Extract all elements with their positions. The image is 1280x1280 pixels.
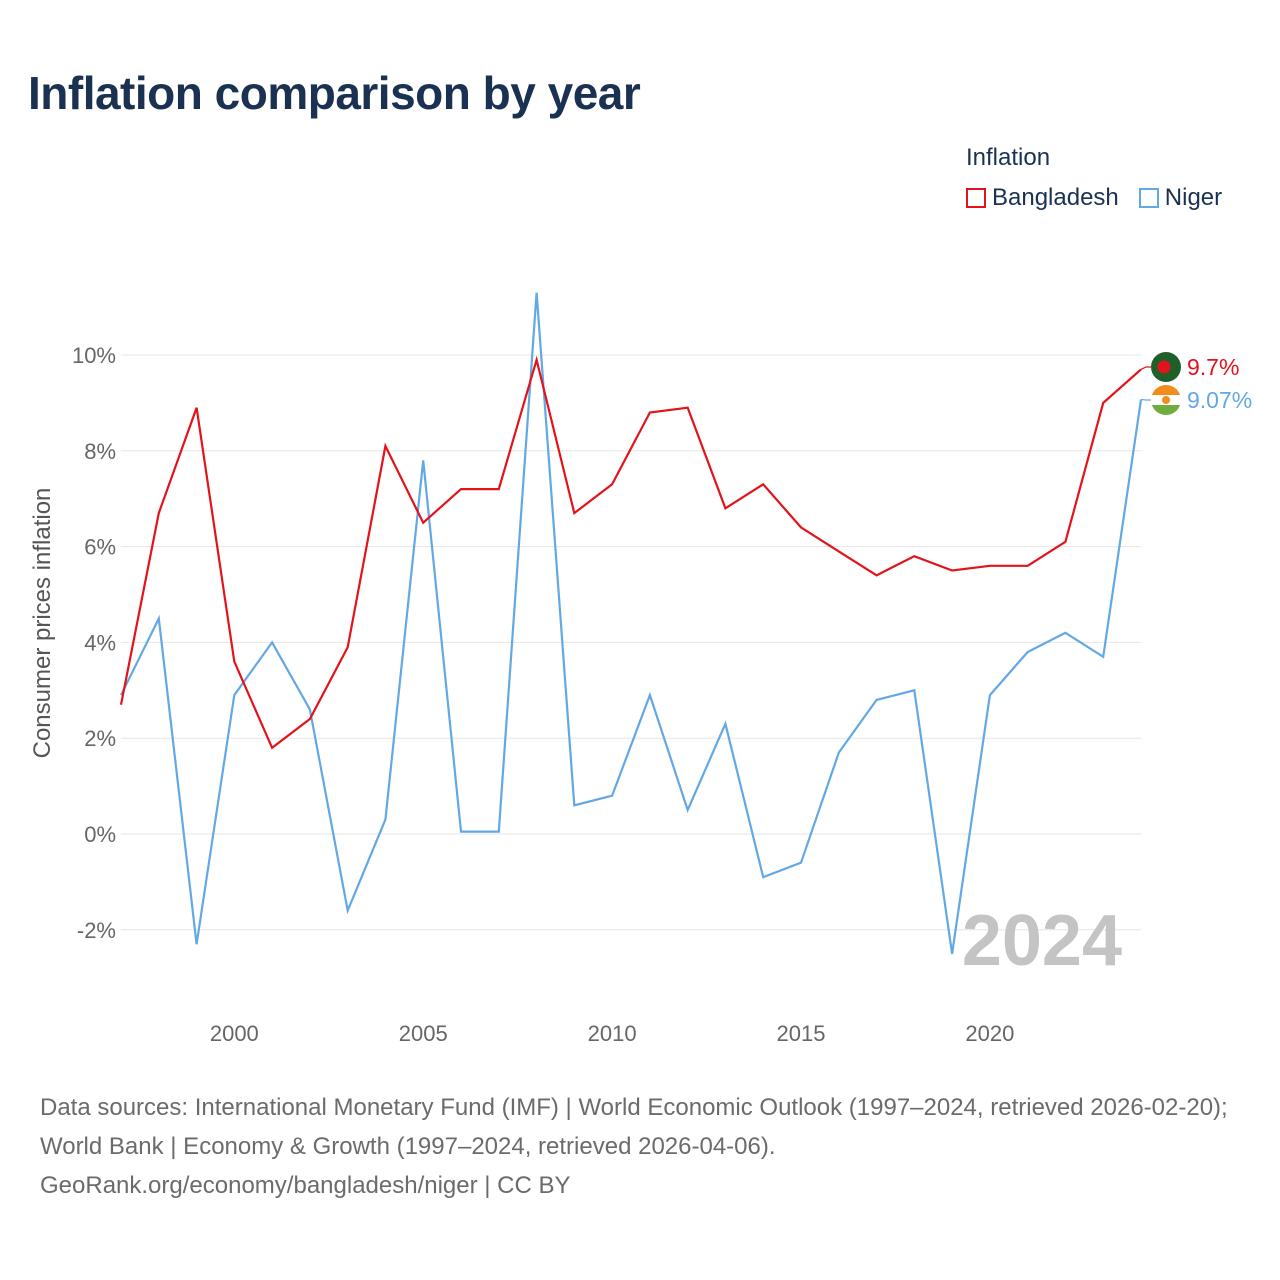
- legend-title: Inflation: [966, 144, 1051, 171]
- x-tick-label: 2005: [399, 1021, 448, 1046]
- legend: Inflation Bangladesh Niger: [966, 144, 1222, 212]
- legend-label-niger: Niger: [1164, 184, 1223, 211]
- bangladesh-flag-icon: [1151, 352, 1181, 382]
- y-tick-label: -2%: [77, 918, 116, 943]
- x-tick-label: 2015: [777, 1021, 826, 1046]
- y-axis-label: Consumer prices inflation: [29, 488, 56, 759]
- y-tick-label: 4%: [84, 630, 116, 655]
- x-tick-label: 2000: [210, 1021, 259, 1046]
- line-chart: 2024 -2%0%2%4%6%8%10% 2000 2005 2010 2015 20…: [29, 292, 1252, 1046]
- y-tick-label: 6%: [84, 535, 116, 560]
- end-label-niger: 9.07%: [1187, 387, 1252, 413]
- legend-label-bangladesh: Bangladesh: [992, 184, 1119, 211]
- footer-sources: Data sources: International Monetary Fun…: [40, 1094, 1228, 1160]
- y-tick-label: 10%: [72, 343, 116, 368]
- series-line-bangladesh[interactable]: [119, 355, 1142, 750]
- y-tick-label: 2%: [84, 726, 116, 751]
- x-axis-ticks: 2000 2005 2010 2015 2020: [210, 1021, 1015, 1046]
- niger-flag-icon: [1151, 385, 1181, 415]
- series-line-niger[interactable]: [120, 292, 1143, 954]
- end-labels: 9.7% 9.07%: [1140, 352, 1252, 415]
- gridlines: [121, 354, 1141, 931]
- chart-title: Inflation comparison by year: [28, 67, 641, 119]
- legend-swatch-niger: [1138, 188, 1159, 208]
- x-tick-label: 2010: [588, 1021, 637, 1046]
- footer-credit: GeoRank.org/economy/bangladesh/niger | C…: [40, 1172, 571, 1199]
- end-connector-bangladesh: [1140, 366, 1151, 370]
- x-tick-label: 2020: [965, 1021, 1014, 1046]
- legend-item-niger[interactable]: Niger: [1138, 184, 1223, 212]
- y-axis-ticks: -2% 0% 2% 4% 6% 8% 10%: [72, 343, 116, 943]
- footer: Data sources: International Monetary Fun…: [40, 1088, 1250, 1205]
- year-watermark: 2024: [962, 901, 1122, 981]
- end-connector-niger: [1140, 398, 1151, 401]
- legend-item-bangladesh[interactable]: Bangladesh: [966, 184, 1119, 212]
- y-tick-label: 0%: [84, 822, 116, 847]
- series-lines: [119, 292, 1143, 954]
- y-tick-label: 8%: [84, 439, 116, 464]
- legend-swatch-bangladesh: [966, 188, 986, 208]
- end-label-bangladesh: 9.7%: [1187, 354, 1239, 380]
